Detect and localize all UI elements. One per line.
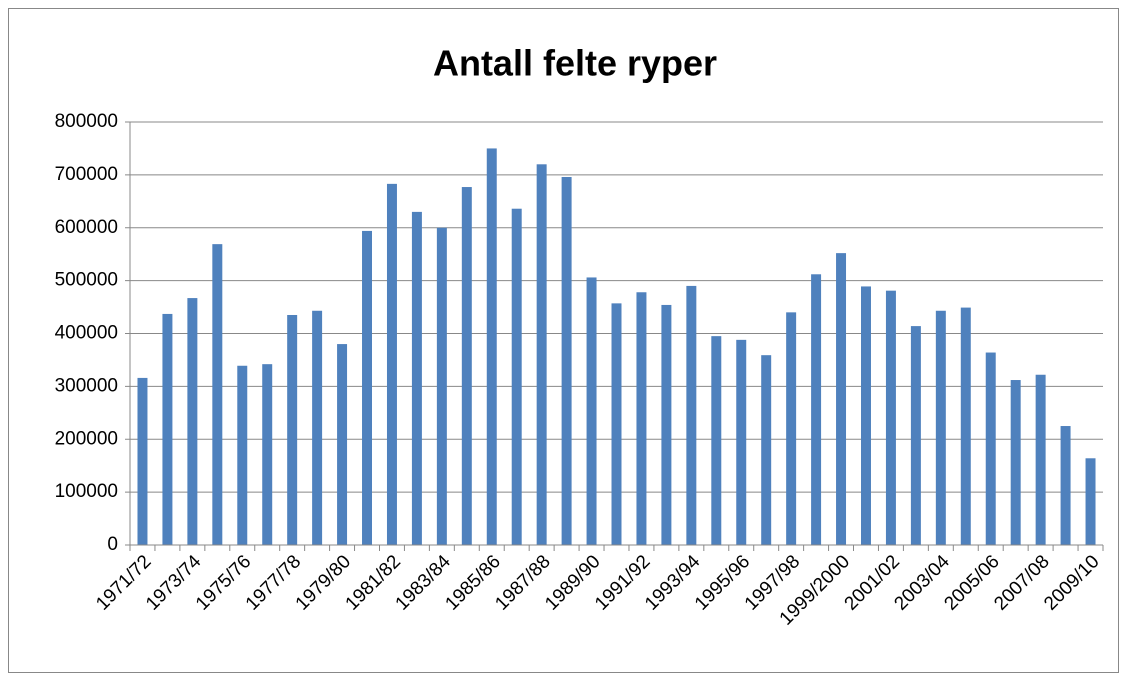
y-tick-label: 300000 xyxy=(55,375,118,396)
y-tick-label: 800000 xyxy=(55,111,118,132)
bar xyxy=(187,298,198,545)
y-tick-label: 500000 xyxy=(55,270,118,291)
y-tick-label: 700000 xyxy=(55,164,118,185)
bar xyxy=(312,310,323,545)
bar xyxy=(910,326,921,545)
chart-title: Antall felte ryper xyxy=(433,43,717,84)
bar xyxy=(985,352,996,545)
bar xyxy=(885,290,896,545)
bar xyxy=(786,312,797,545)
bar xyxy=(212,244,223,546)
bar xyxy=(561,176,572,546)
bar xyxy=(586,277,597,545)
bar xyxy=(511,208,522,545)
bar xyxy=(711,336,722,545)
bar xyxy=(461,187,472,545)
bar xyxy=(411,211,422,545)
y-tick-label: 400000 xyxy=(55,323,118,344)
bar xyxy=(636,292,647,545)
bar xyxy=(1085,458,1096,545)
bar xyxy=(486,148,497,545)
bar xyxy=(337,344,348,545)
y-tick-label: 200000 xyxy=(55,428,118,449)
bar xyxy=(686,285,697,545)
bar xyxy=(661,304,672,545)
bar xyxy=(761,355,772,545)
bar xyxy=(362,230,373,546)
bar xyxy=(836,253,847,545)
bar xyxy=(287,314,298,545)
bar xyxy=(960,307,971,545)
bar xyxy=(536,164,547,546)
bar xyxy=(860,286,871,545)
bar xyxy=(386,183,397,545)
y-tick-label: 600000 xyxy=(55,217,118,238)
bar xyxy=(1060,426,1071,545)
bar xyxy=(1035,374,1046,545)
y-tick-label: 100000 xyxy=(55,481,118,502)
bar xyxy=(935,310,946,545)
bar xyxy=(436,227,447,545)
bar xyxy=(611,303,622,545)
bar xyxy=(1010,380,1021,545)
bar xyxy=(162,313,173,545)
bar xyxy=(736,339,747,545)
bar xyxy=(811,274,822,545)
y-tick-label: 0 xyxy=(107,534,118,555)
bar xyxy=(237,365,248,545)
bar xyxy=(137,377,148,545)
bar xyxy=(262,364,273,545)
